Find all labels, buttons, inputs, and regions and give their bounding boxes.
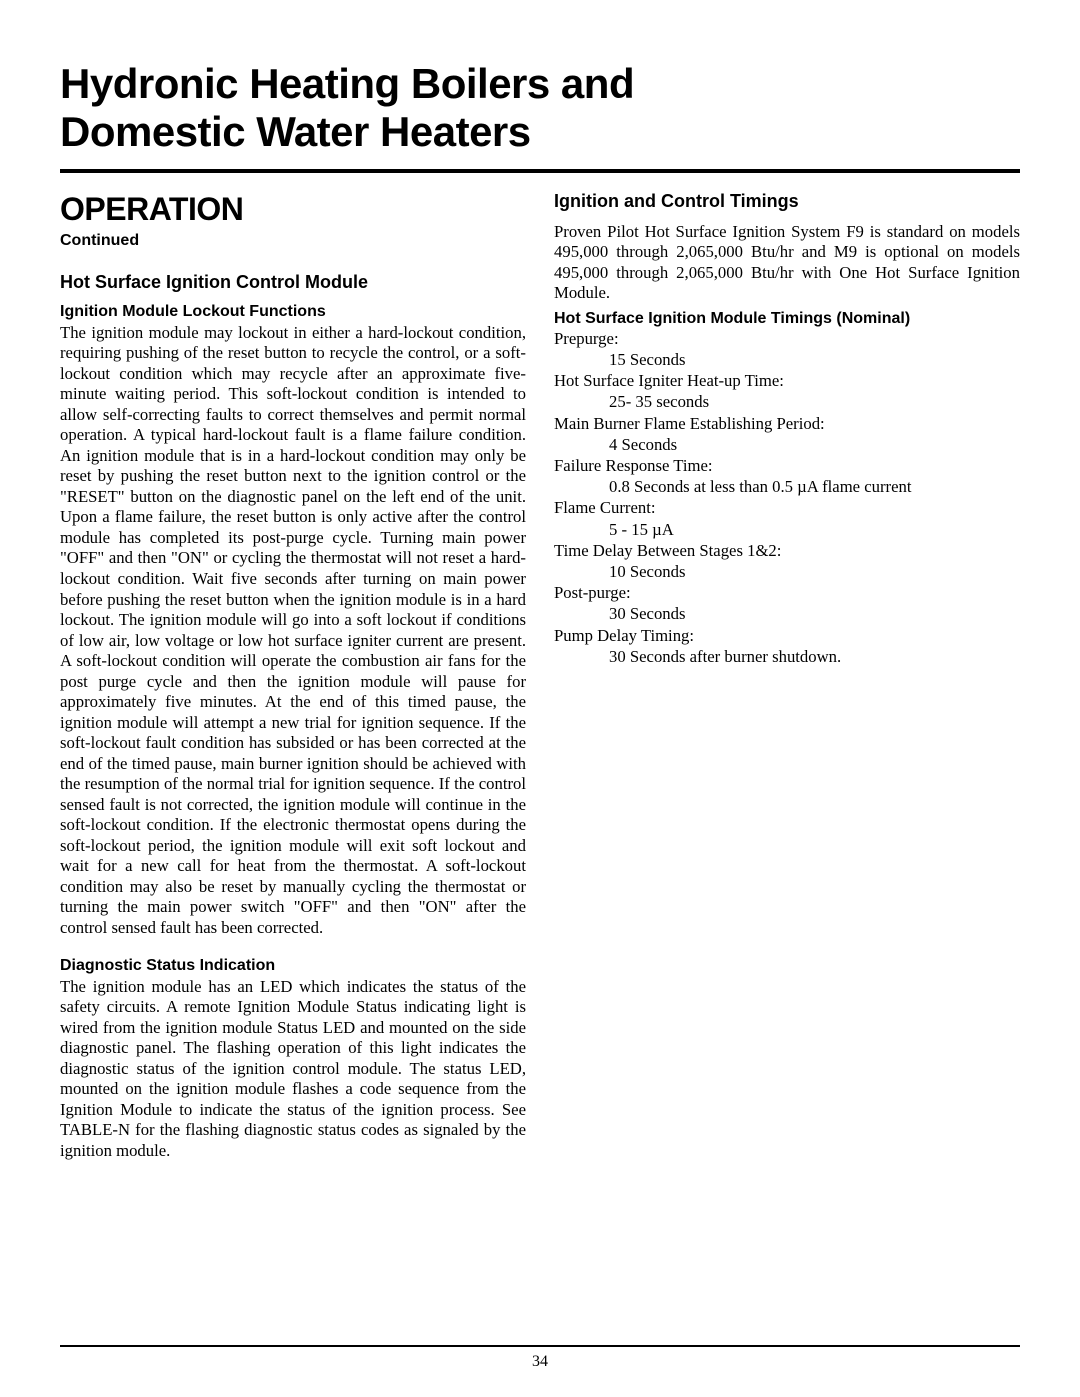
timing-value: 15 Seconds <box>554 349 1020 370</box>
timing-row: Failure Response Time: 0.8 Seconds at le… <box>554 455 1020 497</box>
timing-value: 30 Seconds <box>554 603 1020 624</box>
timing-value: 10 Seconds <box>554 561 1020 582</box>
bottom-rule <box>60 1345 1020 1347</box>
timing-label: Time Delay Between Stages 1&2: <box>554 540 1020 561</box>
timing-label: Failure Response Time: <box>554 455 1020 476</box>
timing-value: 30 Seconds after burner shutdown. <box>554 646 1020 667</box>
title-line-2: Domestic Water Heaters <box>60 108 531 155</box>
timing-row: Hot Surface Igniter Heat-up Time: 25- 35… <box>554 370 1020 412</box>
timing-label: Hot Surface Igniter Heat-up Time: <box>554 370 1020 391</box>
content-columns: OPERATION Continued Hot Surface Ignition… <box>60 191 1020 1180</box>
timing-row: Prepurge: 15 Seconds <box>554 328 1020 370</box>
timings-heading: Hot Surface Ignition Module Timings (Nom… <box>554 310 1020 328</box>
timing-label: Post-purge: <box>554 582 1020 603</box>
paragraph-heading-lockout: Ignition Module Lockout Functions <box>60 303 526 321</box>
page-number: 34 <box>0 1353 1080 1371</box>
paragraph-lockout: The ignition module may lockout in eithe… <box>60 323 526 939</box>
title-line-1: Hydronic Heating Boilers and <box>60 60 634 107</box>
timing-label: Flame Current: <box>554 497 1020 518</box>
timing-label: Pump Delay Timing: <box>554 625 1020 646</box>
timing-value: 0.8 Seconds at less than 0.5 µA flame cu… <box>554 476 1020 497</box>
timing-row: Main Burner Flame Establishing Period: 4… <box>554 413 1020 455</box>
right-column: Ignition and Control Timings Proven Pilo… <box>554 191 1020 1180</box>
left-column: OPERATION Continued Hot Surface Ignition… <box>60 191 526 1180</box>
timing-row: Post-purge: 30 Seconds <box>554 582 1020 624</box>
paragraph-ignition-intro: Proven Pilot Hot Surface Ignition System… <box>554 222 1020 304</box>
timing-row: Pump Delay Timing: 30 Seconds after burn… <box>554 625 1020 667</box>
timing-value: 25- 35 seconds <box>554 391 1020 412</box>
timing-value: 5 - 15 µA <box>554 519 1020 540</box>
timing-row: Time Delay Between Stages 1&2: 10 Second… <box>554 540 1020 582</box>
page-title: Hydronic Heating Boilers and Domestic Wa… <box>60 60 1020 157</box>
paragraph-heading-diagnostic: Diagnostic Status Indication <box>60 957 526 975</box>
timing-value: 4 Seconds <box>554 434 1020 455</box>
timing-row: Flame Current: 5 - 15 µA <box>554 497 1020 539</box>
subheading-hsic-module: Hot Surface Ignition Control Module <box>60 272 526 293</box>
title-rule <box>60 169 1020 173</box>
continued-label: Continued <box>60 232 526 250</box>
paragraph-diagnostic: The ignition module has an LED which ind… <box>60 977 526 1162</box>
timing-label: Prepurge: <box>554 328 1020 349</box>
subheading-ignition-timings: Ignition and Control Timings <box>554 191 1020 212</box>
timing-label: Main Burner Flame Establishing Period: <box>554 413 1020 434</box>
section-heading-operation: OPERATION <box>60 191 526 228</box>
